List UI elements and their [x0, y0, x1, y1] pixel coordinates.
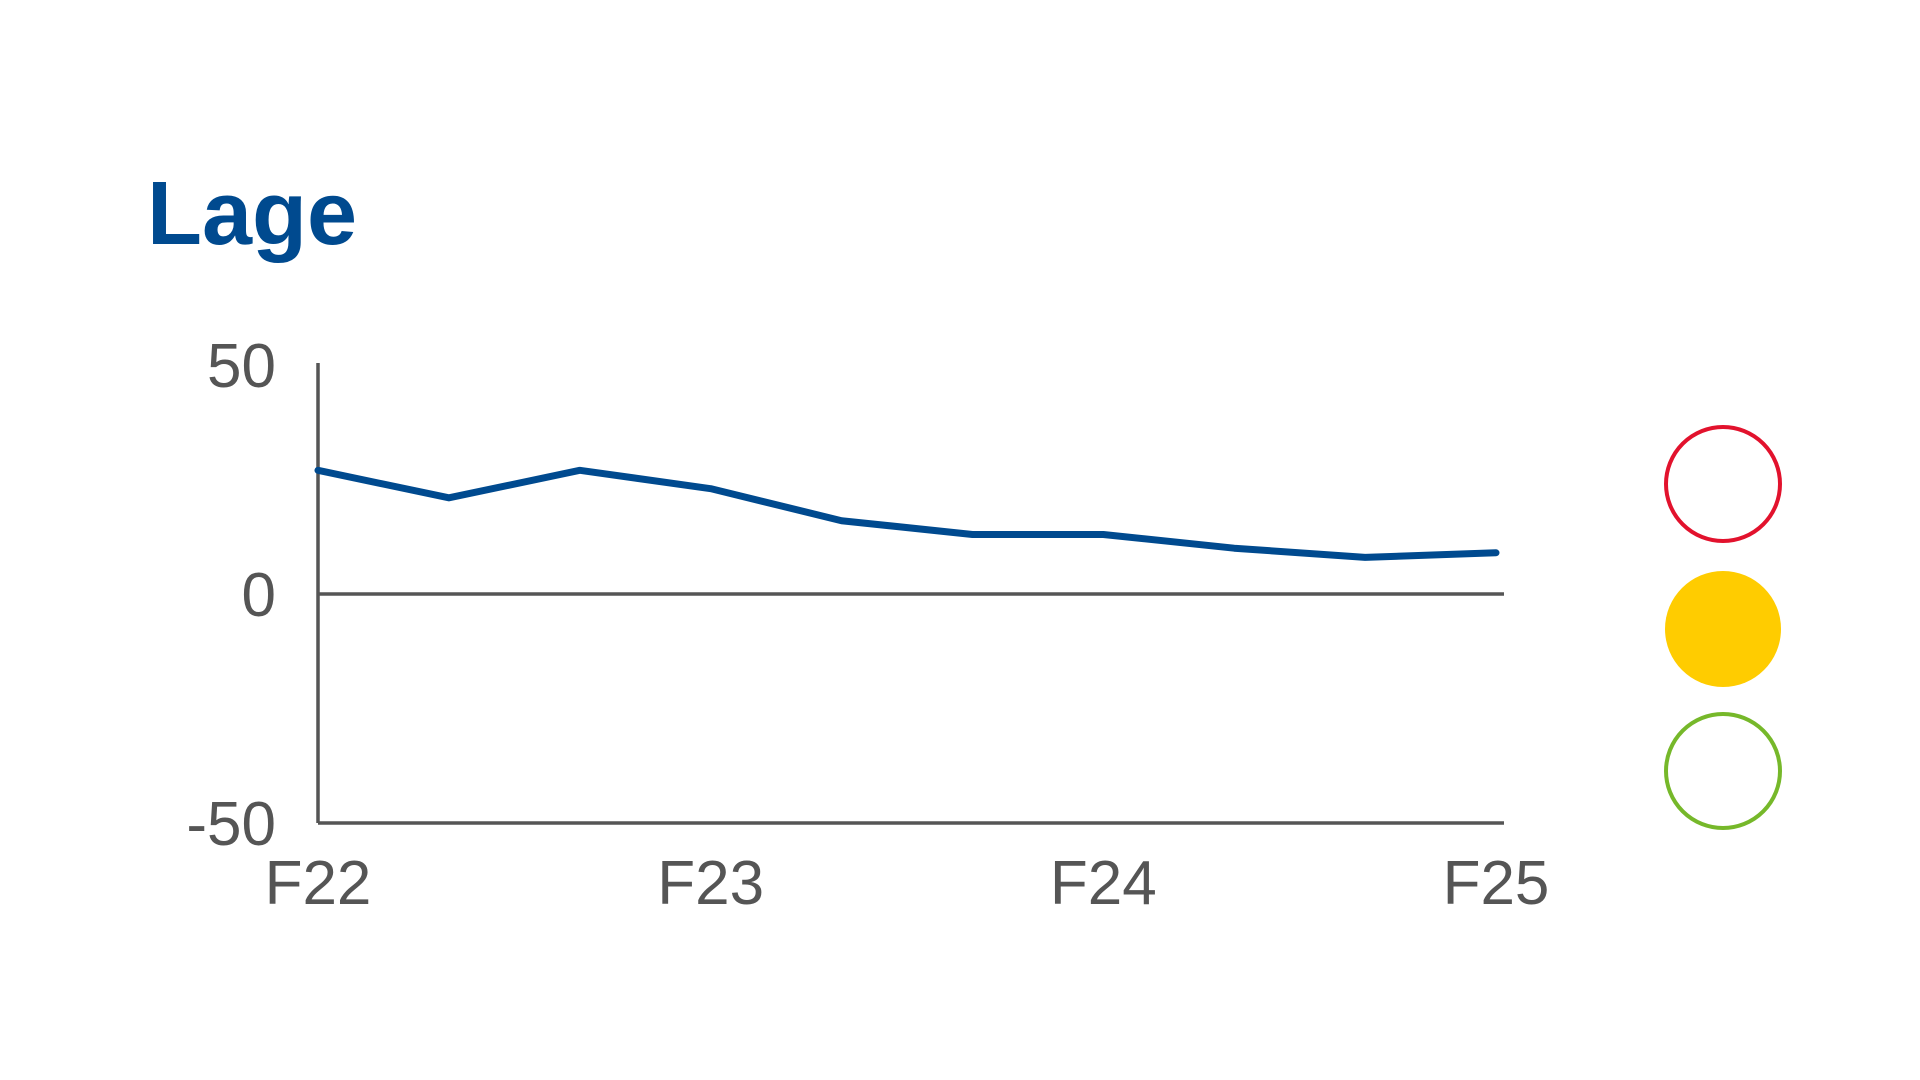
chart-title: Lage [147, 164, 357, 264]
x-tick-label: F23 [657, 849, 764, 918]
x-tick-label: F22 [265, 849, 372, 918]
signal-green [1664, 712, 1782, 830]
y-tick-label: 0 [242, 561, 276, 630]
signal-yellow [1665, 571, 1781, 687]
signal-red [1664, 425, 1782, 543]
y-tick-label: 50 [207, 332, 276, 401]
x-tick-label: F24 [1050, 849, 1157, 918]
line-series [314, 466, 1500, 561]
y-tick-label: -50 [186, 790, 276, 859]
x-tick-label: F25 [1443, 849, 1550, 918]
